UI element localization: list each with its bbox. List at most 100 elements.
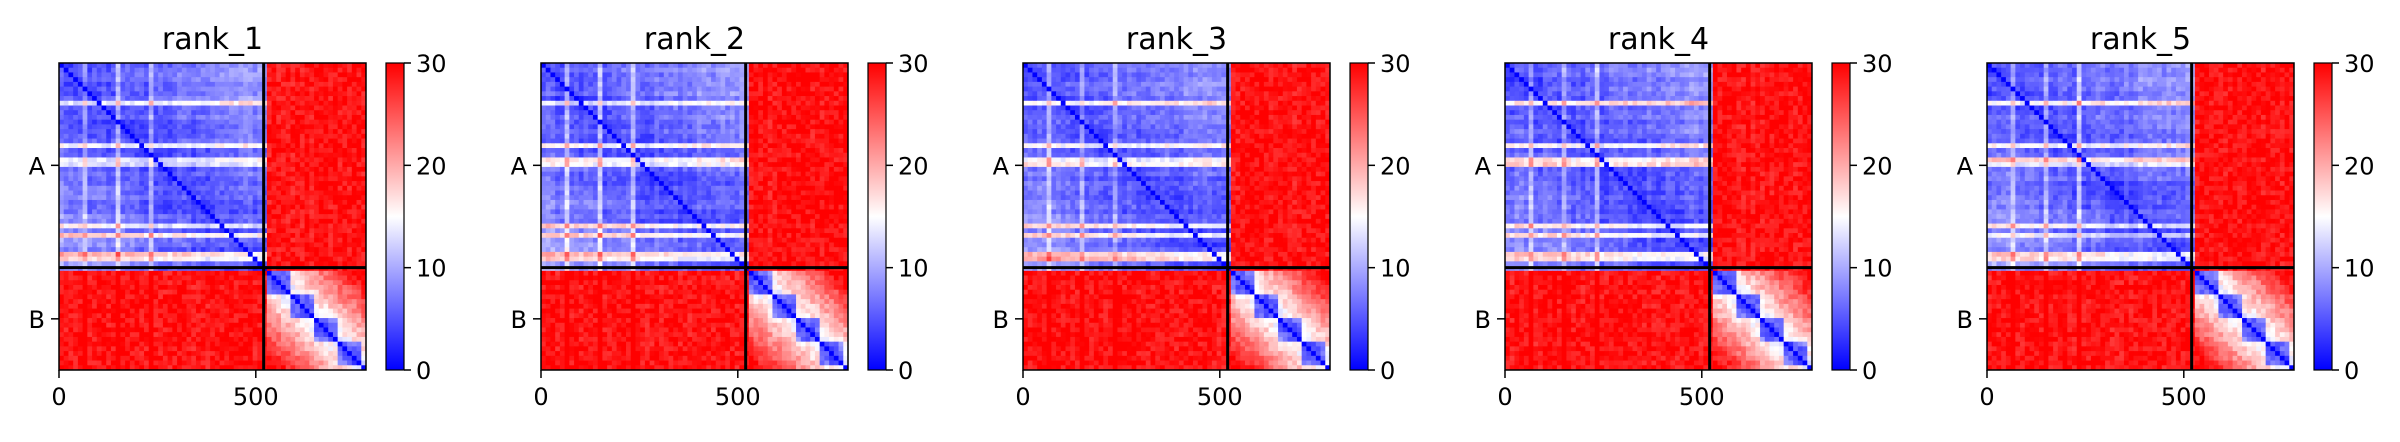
heatmap-cell: [319, 63, 324, 68]
heatmap-cell: [125, 101, 130, 106]
heatmap-cell: [111, 124, 116, 129]
heatmap-cell: [139, 110, 144, 115]
heatmap-cell: [338, 68, 343, 73]
heatmap-cell: [305, 124, 310, 129]
heatmap-cell: [276, 167, 281, 172]
heatmap-cell: [281, 110, 286, 115]
heatmap-cell: [87, 87, 92, 92]
heatmap-cell: [187, 176, 192, 181]
heatmap-cell: [106, 115, 111, 120]
heatmap-cell: [238, 72, 243, 77]
heatmap-cell: [309, 143, 314, 148]
heatmap-cell: [130, 176, 135, 181]
heatmap-cell: [238, 77, 243, 82]
heatmap-cell: [290, 115, 295, 120]
heatmap-cell: [68, 162, 73, 167]
heatmap-cell: [111, 172, 116, 177]
heatmap-cell: [73, 157, 78, 162]
heatmap-cell: [305, 63, 310, 68]
heatmap-cell: [78, 143, 83, 148]
heatmap-cell: [257, 153, 262, 158]
heatmap-cell: [215, 148, 220, 153]
heatmap-cell: [234, 143, 239, 148]
heatmap-cell: [314, 139, 319, 144]
heatmap-cell: [116, 153, 121, 158]
heatmap-cell: [191, 148, 196, 153]
heatmap-cell: [338, 153, 343, 158]
heatmap-cell: [300, 115, 305, 120]
heatmap-cell: [97, 143, 102, 148]
heatmap-cell: [163, 63, 168, 68]
heatmap-cell: [205, 176, 210, 181]
heatmap-cell: [347, 77, 352, 82]
heatmap-cell: [196, 110, 201, 115]
heatmap-cell: [191, 110, 196, 115]
heatmap-cell: [201, 115, 206, 120]
heatmap-cell: [257, 106, 262, 111]
heatmap-cell: [238, 167, 243, 172]
heatmap-cell: [309, 139, 314, 144]
heatmap-cell: [163, 110, 168, 115]
heatmap-cell: [125, 157, 130, 162]
heatmap-cell: [295, 134, 300, 139]
heatmap-cell: [272, 148, 277, 153]
heatmap-cell: [92, 96, 97, 101]
heatmap-cell: [153, 181, 158, 186]
heatmap-cell: [149, 143, 154, 148]
heatmap-cell: [68, 82, 73, 87]
heatmap-cell: [139, 176, 144, 181]
heatmap-cell: [238, 63, 243, 68]
heatmap-cell: [130, 148, 135, 153]
heatmap-cell: [243, 172, 248, 177]
heatmap-cell: [248, 124, 253, 129]
heatmap-cell: [253, 96, 258, 101]
heatmap-cell: [196, 77, 201, 82]
heatmap-cell: [357, 72, 362, 77]
heatmap-cell: [328, 167, 333, 172]
heatmap-cell: [168, 143, 173, 148]
heatmap-cell: [135, 115, 140, 120]
heatmap-cell: [333, 129, 338, 134]
heatmap-cell: [196, 96, 201, 101]
heatmap-cell: [201, 143, 206, 148]
heatmap-cell: [87, 106, 92, 111]
heatmap-cell: [158, 115, 163, 120]
heatmap-cell: [352, 72, 357, 77]
heatmap-cell: [210, 167, 215, 172]
heatmap-cell: [120, 157, 125, 162]
heatmap-cell: [210, 157, 215, 162]
heatmap-cell: [333, 63, 338, 68]
heatmap-cell: [309, 82, 314, 87]
heatmap-cell: [342, 77, 347, 82]
heatmap-cell: [59, 101, 64, 106]
heatmap-cell: [92, 181, 97, 186]
heatmap-cell: [102, 101, 107, 106]
heatmap-cell: [257, 101, 262, 106]
heatmap-cell: [300, 162, 305, 167]
heatmap-cell: [338, 162, 343, 167]
heatmap-cell: [257, 77, 262, 82]
heatmap-cell: [328, 115, 333, 120]
heatmap-cell: [191, 77, 196, 82]
heatmap-cell: [116, 157, 121, 162]
heatmap-cell: [102, 96, 107, 101]
heatmap-cell: [342, 72, 347, 77]
heatmap-cell: [210, 63, 215, 68]
heatmap-cell: [272, 110, 277, 115]
heatmap-cell: [295, 101, 300, 106]
heatmap-cell: [300, 134, 305, 139]
heatmap-cell: [238, 162, 243, 167]
heatmap-cell: [87, 153, 92, 158]
heatmap-cell: [73, 110, 78, 115]
heatmap-cell: [272, 63, 277, 68]
heatmap-cell: [191, 82, 196, 87]
heatmap-cell: [328, 68, 333, 73]
heatmap-cell: [201, 72, 206, 77]
heatmap-cell: [267, 115, 272, 120]
heatmap-cell: [73, 139, 78, 144]
heatmap-cell: [83, 82, 88, 87]
heatmap-cell: [64, 77, 69, 82]
heatmap-cell: [87, 101, 92, 106]
heatmap-cell: [97, 120, 102, 125]
heatmap-cell: [120, 72, 125, 77]
